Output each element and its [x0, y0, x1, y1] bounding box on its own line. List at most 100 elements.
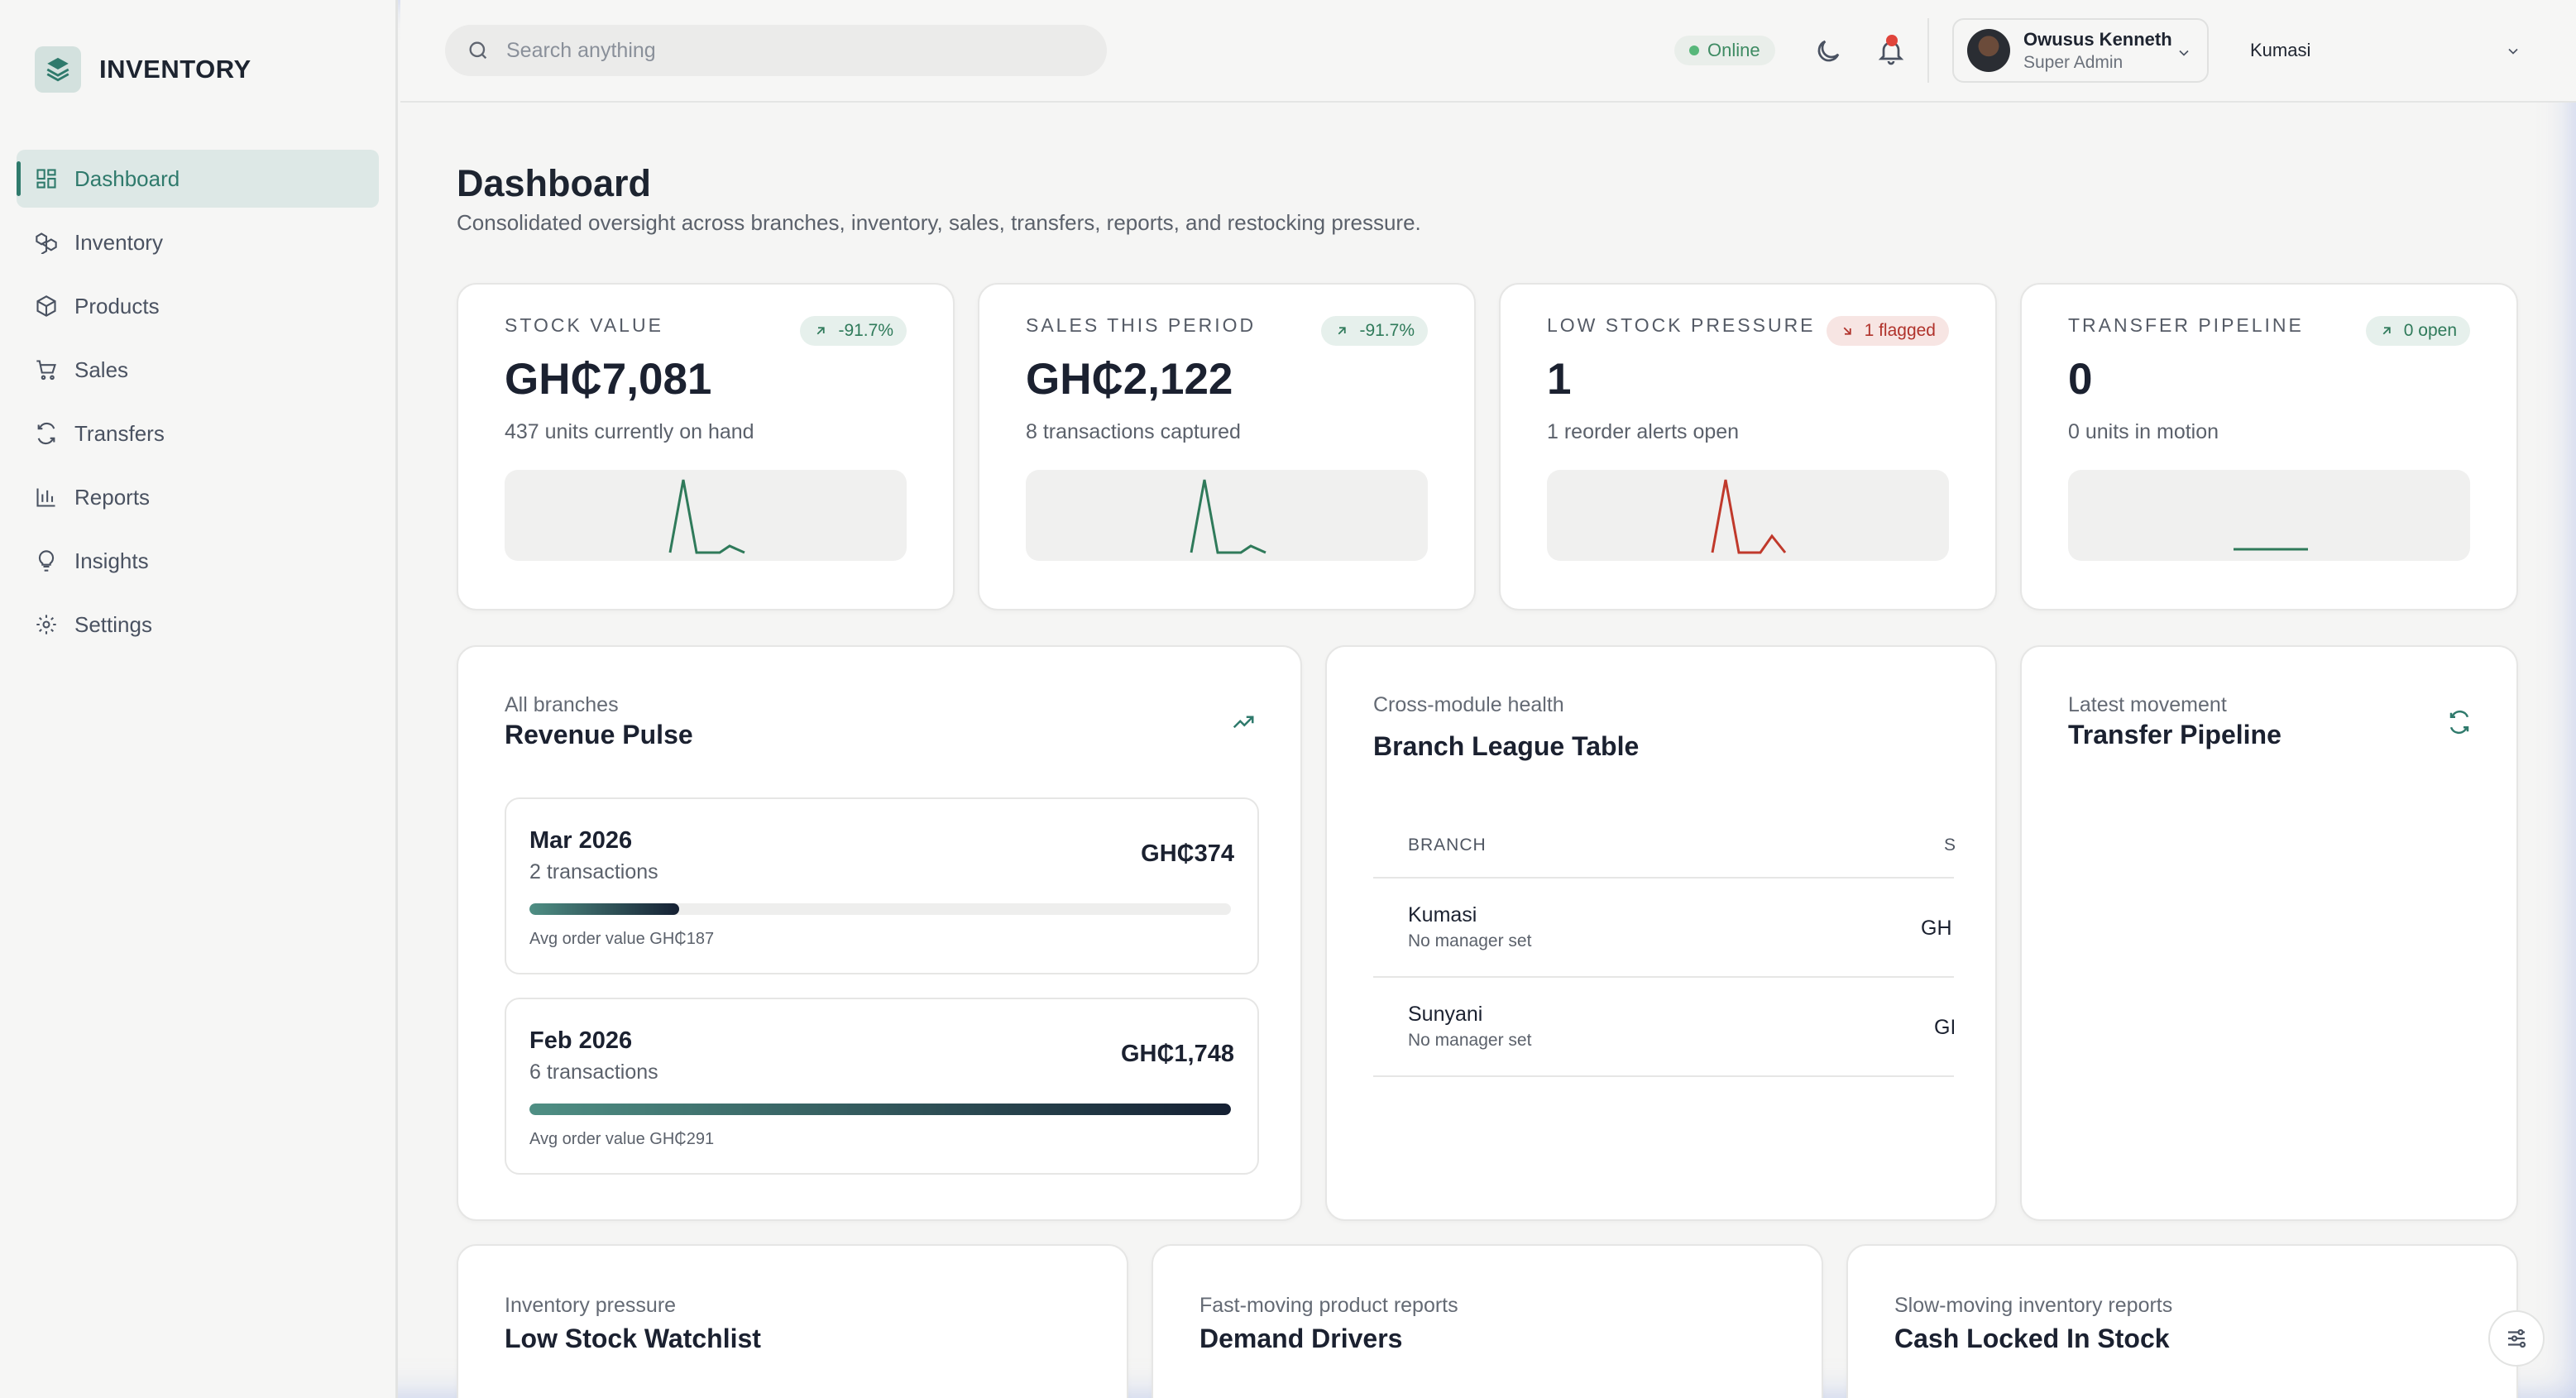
kpi-value: GH₵2,122: [1026, 355, 1233, 404]
table-row[interactable]: Sunyani No manager set GI: [1373, 978, 1954, 1077]
profile-text: Owusus Kenneth Super Admin: [2023, 29, 2172, 73]
sidebar-item-insights[interactable]: Insights: [17, 532, 379, 590]
kpi-badge-text: -91.7%: [838, 321, 893, 340]
header-divider: [1927, 18, 1929, 83]
sparkline: [505, 470, 907, 561]
sparkline: [2068, 470, 2470, 561]
revenue-transactions: 6 transactions: [529, 1060, 658, 1084]
section-title: Revenue Pulse: [505, 720, 693, 749]
kpi-subtext: 437 units currently on hand: [505, 420, 754, 443]
kpi-badge: 0 open: [2365, 316, 2470, 346]
branch-select-value: Kumasi: [2250, 40, 2311, 60]
kpi-badge-text: -91.7%: [1359, 321, 1415, 340]
sidebar: INVENTORY Dashboard Inventory Products S…: [0, 0, 398, 1398]
kpi-label: Transfer Pipeline: [2068, 314, 2304, 336]
customize-button[interactable]: [2488, 1310, 2545, 1367]
top-header: Online Owusus Kenneth Super Admin Kumasi: [400, 0, 2576, 103]
sidebar-item-sales[interactable]: Sales: [17, 341, 379, 399]
column-header-clipped[interactable]: S: [1944, 835, 1957, 855]
search-input[interactable]: [506, 38, 1069, 63]
revenue-average: Avg order value GH₵187: [529, 930, 715, 948]
inventory-icon: [36, 232, 57, 254]
cart-icon: [36, 360, 56, 381]
section-kicker: Slow-moving inventory reports: [1894, 1294, 2173, 1317]
section-kicker: Latest movement: [2068, 693, 2227, 716]
section-title: Transfer Pipeline: [2068, 720, 2282, 749]
brand[interactable]: INVENTORY: [35, 46, 251, 93]
table-row[interactable]: Kumasi No manager set GH: [1373, 879, 1954, 978]
sparkline: [1026, 470, 1428, 561]
avatar: [1967, 29, 2010, 72]
sidebar-item-transfers[interactable]: Transfers: [17, 405, 379, 462]
sidebar-item-label: Sales: [74, 357, 129, 382]
section-title: Branch League Table: [1373, 731, 1640, 761]
revenue-progress-track: [529, 1104, 1231, 1115]
sidebar-item-label: Transfers: [74, 420, 165, 446]
branch-name: Kumasi: [1408, 903, 1477, 926]
kpi-badge: -91.7%: [800, 316, 907, 346]
sidebar-item-label: Settings: [74, 611, 152, 637]
revenue-amount: GH₵374: [1141, 840, 1234, 867]
revenue-amount: GH₵1,748: [1120, 1041, 1234, 1067]
sidebar-item-settings[interactable]: Settings: [17, 596, 379, 654]
branch-select[interactable]: Kumasi: [2232, 25, 2538, 76]
column-header-branch[interactable]: BRANCH: [1408, 835, 1487, 855]
kpi-card-stock-value: Stock Value -91.7% GH₵7,081 437 units cu…: [457, 283, 955, 610]
kpi-badge: 1 flagged: [1826, 316, 1949, 346]
trending-up-icon[interactable]: [1231, 710, 1256, 735]
kpi-badge-text: 0 open: [2403, 321, 2457, 340]
table-header: BRANCH S: [1373, 816, 1957, 879]
sidebar-item-label: Inventory: [74, 229, 163, 255]
kpi-label: Sales This Period: [1026, 314, 1257, 336]
status-badge: Online: [1674, 36, 1775, 65]
user-role: Super Admin: [2023, 52, 2124, 72]
revenue-pulse-card: All branches Revenue Pulse Mar 2026 2 tr…: [457, 645, 1302, 1221]
products-icon: [36, 295, 56, 317]
arrow-up-right-icon: [817, 327, 826, 335]
status-dot: [1689, 45, 1699, 55]
sparkline-line: [1190, 479, 1266, 554]
section-title: Cash Locked In Stock: [1894, 1324, 2170, 1353]
section-title: Low Stock Watchlist: [505, 1324, 761, 1353]
transfer-icon: [37, 423, 55, 444]
notification-dot: [1886, 35, 1898, 46]
dashboard-icon: [36, 169, 56, 189]
revenue-item: Mar 2026 2 transactions GH₵374 Avg order…: [505, 797, 1259, 974]
sidebar-item-reports[interactable]: Reports: [17, 468, 379, 526]
page-title: Dashboard: [457, 162, 652, 204]
revenue-progress-fill: [529, 1104, 1231, 1115]
refresh-icon[interactable]: [2447, 710, 2472, 735]
section-kicker: All branches: [505, 693, 619, 716]
sidebar-item-label: Reports: [74, 484, 151, 510]
sparkline-line: [1711, 479, 1787, 554]
cash-locked-card: Slow-moving inventory reports Cash Locke…: [1846, 1244, 2518, 1398]
sliders-icon: [2508, 1329, 2526, 1348]
revenue-progress-track: [529, 903, 1231, 915]
kpi-subtext: 1 reorder alerts open: [1547, 420, 1740, 443]
kpi-subtext: 0 units in motion: [2068, 420, 2219, 443]
user-name: Owusus Kenneth: [2023, 28, 2172, 50]
user-profile-menu[interactable]: Owusus Kenneth Super Admin: [1952, 18, 2209, 83]
sidebar-item-dashboard[interactable]: Dashboard: [17, 150, 379, 208]
search-bar[interactable]: [445, 25, 1107, 76]
sidebar-item-inventory[interactable]: Inventory: [17, 213, 379, 271]
revenue-month: Feb 2026: [529, 1027, 633, 1054]
logo-icon: [35, 46, 81, 93]
revenue-average: Avg order value GH₵291: [529, 1130, 715, 1148]
kpi-value: 1: [1547, 355, 1572, 404]
page-subtitle: Consolidated oversight across branches, …: [457, 210, 1421, 235]
kpi-label: Low Stock Pressure: [1547, 314, 1816, 336]
kpi-value: 0: [2068, 355, 2093, 404]
low-stock-watchlist-card: Inventory pressure Low Stock Watchlist: [457, 1244, 1128, 1398]
branch-league-card: Cross-module health Branch League Table …: [1325, 645, 1997, 1221]
moon-icon[interactable]: [1813, 36, 1843, 66]
search-icon: [469, 41, 487, 60]
sidebar-item-products[interactable]: Products: [17, 277, 379, 335]
arrow-down-right-icon: [1843, 327, 1851, 335]
branch-name: Sunyani: [1408, 1003, 1483, 1026]
sparkline: [1547, 470, 1949, 561]
kpi-label: Stock Value: [505, 314, 663, 336]
section-kicker: Fast-moving product reports: [1199, 1294, 1458, 1317]
sparkline-line: [668, 479, 745, 554]
